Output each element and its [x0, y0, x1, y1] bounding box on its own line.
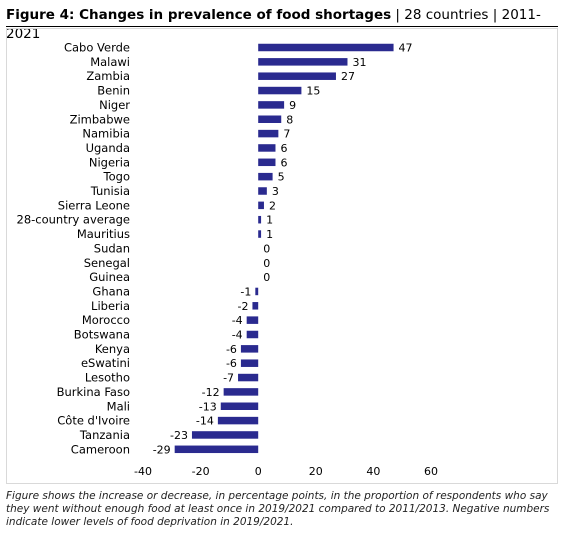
- data-label: 5: [278, 171, 285, 184]
- data-label: 27: [341, 70, 355, 83]
- data-label: 31: [352, 56, 366, 69]
- category-label: Lesotho: [85, 371, 130, 385]
- bar: [258, 101, 285, 109]
- bar: [258, 43, 394, 52]
- category-label: Guinea: [89, 270, 130, 284]
- bar: [252, 302, 259, 310]
- data-label: 9: [289, 99, 296, 112]
- bar: [255, 287, 259, 296]
- category-label: Cameroon: [71, 442, 130, 456]
- category-label: Namibia: [82, 127, 130, 141]
- bar: [258, 72, 336, 80]
- figure-title-bold: Figure 4: Changes in prevalence of food …: [6, 7, 392, 23]
- data-label: 7: [283, 128, 290, 141]
- bar: [258, 172, 273, 181]
- category-label: Mali: [107, 399, 130, 413]
- category-label: Botswana: [74, 328, 130, 342]
- category-label: Togo: [103, 170, 130, 184]
- category-label: Sudan: [94, 241, 130, 255]
- bar: [258, 86, 302, 95]
- bar: [258, 115, 282, 123]
- data-label: -23: [170, 429, 188, 442]
- category-label: Tanzania: [79, 428, 130, 442]
- category-label: Uganda: [86, 141, 130, 155]
- bar: [240, 359, 259, 367]
- data-label: 0: [263, 271, 270, 284]
- data-label: 1: [266, 214, 273, 227]
- data-label: -29: [153, 443, 171, 456]
- category-label: Zimbabwe: [70, 112, 130, 126]
- bar: [238, 373, 259, 382]
- category-label: eSwatini: [81, 356, 130, 370]
- data-label: -6: [226, 343, 237, 356]
- bar: [220, 402, 259, 410]
- category-label: Côte d'Ivoire: [57, 414, 130, 428]
- bar: [174, 445, 259, 454]
- category-label: Tunisia: [90, 184, 130, 198]
- data-label: 1: [266, 228, 273, 241]
- category-label: Sierra Leone: [58, 198, 130, 212]
- chart-area: Cabo Verde 47 Malawi 31 Zambia 27 Benin 15 Niger…: [6, 28, 558, 484]
- category-label: Burkina Faso: [57, 385, 130, 399]
- category-label: Morocco: [82, 313, 130, 327]
- category-label: Liberia: [91, 299, 130, 313]
- x-tick-label: 0: [255, 465, 262, 478]
- data-label: 15: [306, 85, 320, 98]
- category-label: Ghana: [92, 284, 130, 298]
- figure-title: Figure 4: Changes in prevalence of food …: [6, 4, 558, 42]
- category-label: Zambia: [86, 69, 130, 83]
- bar: [217, 416, 259, 425]
- category-label: Cabo Verde: [64, 41, 130, 55]
- category-label: Nigeria: [89, 155, 130, 169]
- data-label: -6: [226, 357, 237, 370]
- bar: [258, 158, 276, 167]
- data-label: -1: [240, 285, 251, 298]
- bar: [246, 316, 259, 324]
- data-label: 0: [263, 257, 270, 270]
- x-tick-label: 60: [424, 465, 438, 478]
- data-label: 8: [286, 113, 293, 126]
- data-label: 0: [263, 242, 270, 255]
- data-label: -4: [232, 329, 243, 342]
- bar: [258, 144, 276, 152]
- data-label: -4: [232, 314, 243, 327]
- category-label: 28-country average: [17, 213, 131, 227]
- category-label: Malawi: [90, 55, 130, 69]
- bar: [258, 201, 264, 210]
- data-label: 2: [269, 199, 276, 212]
- data-label: -12: [202, 386, 220, 399]
- category-label: Kenya: [95, 342, 130, 356]
- data-label: -14: [196, 415, 214, 428]
- bar: [258, 58, 348, 66]
- bar: [258, 215, 262, 224]
- category-label: Senegal: [84, 256, 130, 270]
- x-tick-label: 40: [366, 465, 380, 478]
- category-label: Benin: [97, 84, 130, 98]
- x-tick-label: -20: [192, 465, 210, 478]
- bar: [258, 187, 267, 195]
- bar: [258, 230, 262, 238]
- bar: [246, 330, 259, 339]
- category-label: Mauritius: [77, 227, 130, 241]
- data-label: 47: [399, 42, 413, 55]
- bar: [240, 345, 259, 353]
- data-label: -13: [199, 400, 217, 413]
- x-tick-label: 20: [309, 465, 323, 478]
- x-tick-label: -40: [134, 465, 152, 478]
- figure-caption: Figure shows the increase or decrease, i…: [6, 490, 550, 528]
- data-label: -2: [237, 300, 248, 313]
- bar: [258, 129, 279, 138]
- category-label: Niger: [99, 98, 130, 112]
- data-label: 3: [272, 185, 279, 198]
- bar: [191, 431, 259, 439]
- bar: [223, 388, 259, 396]
- data-label: 6: [280, 156, 287, 169]
- data-label: 6: [280, 142, 287, 155]
- figure-title-rest: | 28 countries | 2011-2021: [6, 7, 541, 42]
- data-label: -7: [223, 372, 234, 385]
